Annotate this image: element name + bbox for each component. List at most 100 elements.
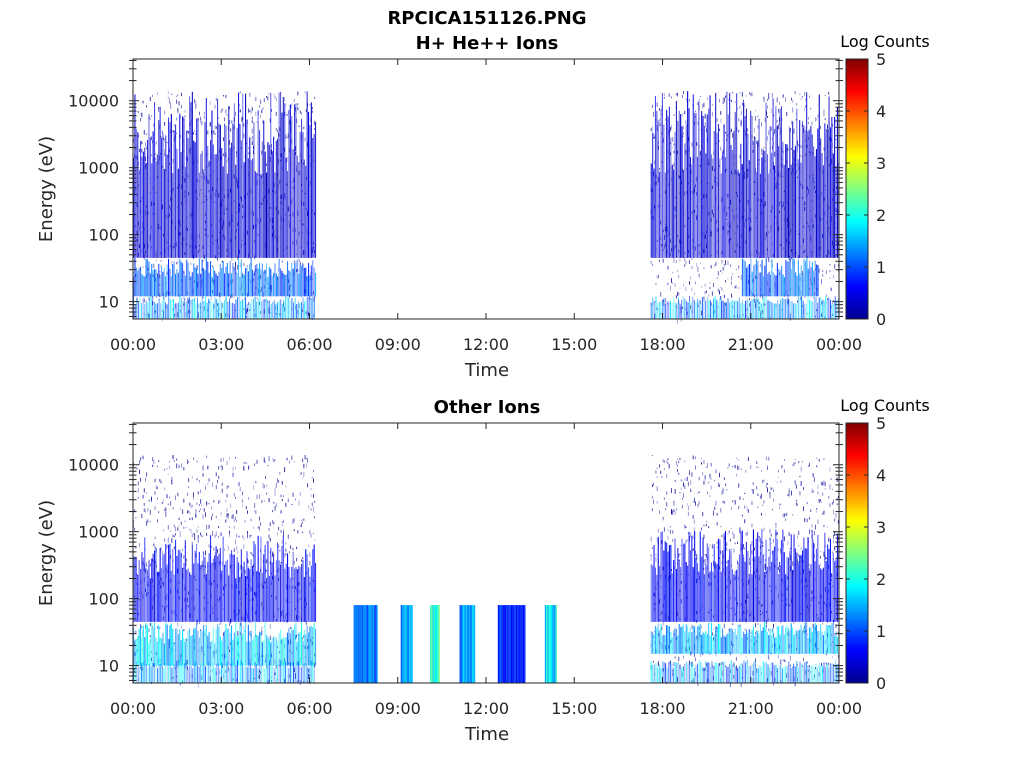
count-cell xyxy=(168,544,170,622)
count-cell xyxy=(289,551,290,553)
count-cell xyxy=(296,155,298,258)
count-cell xyxy=(223,95,224,97)
count-cell xyxy=(762,627,764,654)
count-cell xyxy=(305,311,307,315)
count-cell xyxy=(188,302,190,304)
count-cell xyxy=(677,318,678,324)
count-cell xyxy=(775,106,777,258)
count-cell xyxy=(696,192,698,196)
count-cell xyxy=(666,625,668,654)
count-cell xyxy=(750,93,752,96)
count-cell xyxy=(232,296,234,299)
count-cell xyxy=(151,558,153,622)
count-cell xyxy=(281,524,283,526)
count-cell xyxy=(703,297,705,319)
count-cell xyxy=(153,202,155,206)
count-cell xyxy=(703,102,705,107)
count-cell xyxy=(152,296,154,298)
count-cell xyxy=(229,298,230,302)
count-cell xyxy=(308,312,310,316)
count-cell xyxy=(825,662,827,664)
count-cell xyxy=(164,487,166,490)
count-cell xyxy=(675,100,677,258)
count-cell xyxy=(738,117,740,122)
count-cell xyxy=(651,484,653,488)
count-cell xyxy=(825,662,827,666)
count-cell xyxy=(221,640,223,666)
count-cell xyxy=(249,263,251,297)
count-cell xyxy=(706,635,708,654)
count-cell xyxy=(193,563,195,622)
count-cell xyxy=(310,265,312,297)
count-cell xyxy=(229,632,231,666)
count-cell xyxy=(139,543,140,547)
count-cell xyxy=(672,670,674,672)
count-cell xyxy=(296,165,298,167)
count-cell xyxy=(656,574,658,622)
count-cell xyxy=(157,273,158,278)
count-cell xyxy=(243,300,245,319)
count-cell xyxy=(231,625,233,666)
count-cell xyxy=(155,485,157,490)
count-cell xyxy=(250,621,252,623)
count-cell xyxy=(696,620,698,623)
count-cell xyxy=(651,126,653,131)
count-cell xyxy=(699,96,701,98)
count-cell xyxy=(193,628,195,666)
count-cell xyxy=(181,297,182,319)
count-cell xyxy=(196,529,198,533)
count-cell xyxy=(794,480,796,486)
count-cell xyxy=(826,298,828,319)
count-cell xyxy=(704,554,706,556)
count-cell xyxy=(232,302,234,319)
count-cell xyxy=(761,630,763,654)
count-cell xyxy=(764,303,766,306)
count-cell xyxy=(229,622,230,627)
count-cell xyxy=(302,521,304,524)
count-cell xyxy=(739,624,741,627)
count-cell xyxy=(731,128,732,133)
count-cell xyxy=(279,313,281,316)
count-cell xyxy=(730,300,732,319)
count-cell xyxy=(731,527,732,529)
count-cell xyxy=(215,531,217,536)
count-cell xyxy=(250,258,252,297)
count-cell xyxy=(822,269,824,272)
count-cell xyxy=(746,593,748,599)
count-cell xyxy=(203,268,205,297)
count-cell xyxy=(703,534,705,539)
count-cell xyxy=(298,162,300,258)
count-cell xyxy=(284,97,286,102)
count-cell xyxy=(705,290,707,293)
count-cell xyxy=(749,92,750,95)
count-cell xyxy=(663,460,665,463)
count-cell xyxy=(313,470,314,472)
count-cell xyxy=(145,588,146,592)
count-cell xyxy=(279,664,281,667)
count-cell xyxy=(722,267,724,271)
count-cell xyxy=(143,488,145,493)
count-cell xyxy=(822,234,824,239)
count-cell xyxy=(137,132,139,258)
count-cell xyxy=(142,151,144,258)
count-cell xyxy=(750,465,752,469)
count-cell xyxy=(286,136,288,139)
count-cell xyxy=(794,682,796,687)
count-cell xyxy=(197,682,199,688)
count-cell xyxy=(159,276,161,297)
count-cell xyxy=(683,655,684,659)
count-cell xyxy=(837,520,839,524)
count-cell xyxy=(693,292,695,295)
count-cell xyxy=(653,111,654,117)
count-cell xyxy=(673,297,675,319)
count-cell xyxy=(808,129,810,258)
count-cell xyxy=(274,95,276,99)
count-cell xyxy=(189,528,191,531)
count-cell xyxy=(726,561,728,564)
count-cell xyxy=(777,548,779,551)
count-cell xyxy=(665,508,666,510)
count-cell xyxy=(296,304,298,319)
count-cell xyxy=(305,549,307,622)
count-cell xyxy=(672,271,674,273)
count-cell xyxy=(753,295,755,298)
